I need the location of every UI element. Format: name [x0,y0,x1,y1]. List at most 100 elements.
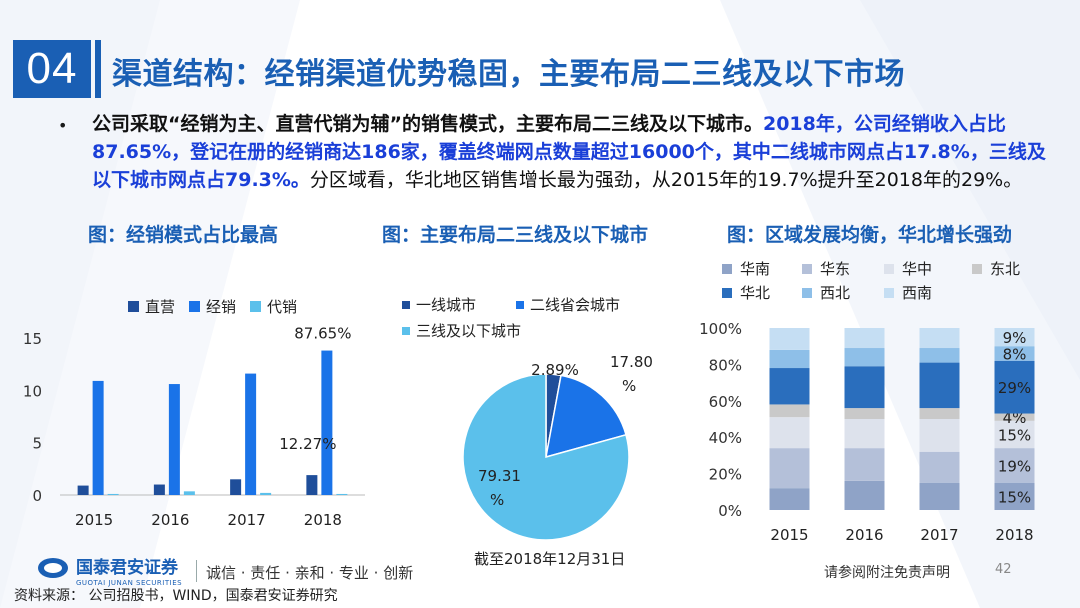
chart1-bar-2018-代销 [336,493,348,495]
legend-swatch-tier3 [402,326,410,335]
chart1-bar-2016-直营 [153,484,165,495]
chart3-legend-label: 西南 [902,284,933,302]
title-accent-bar [95,40,101,98]
chart2-slice-label: 2.89% [531,361,579,379]
chart2-slice-三线及以下城市 [462,373,630,541]
legend-swatch-direct [128,301,139,312]
chart3-bar-2017-华南 [919,482,960,510]
chart3-bar-2016-华北 [844,366,885,409]
chart3-bar-2018-华南 [994,482,1035,510]
chart3-bar-2017-东北 [919,408,960,419]
chart3-bar-2016-西北 [844,348,885,367]
chart3-legend-item: 华北 [722,282,770,303]
chart3-x-tick-label: 2015 [770,526,808,544]
chart3-legend-item: 西北 [802,282,850,303]
chart3-bar-2017-西南 [919,328,960,349]
legend-label-tier2: 二线省会城市 [530,296,621,314]
chart3-regional-stacked-bar-chart: 0%20%40%60%80%100%2015 2016 201715%19%15%4… [699,320,1035,544]
legend-swatch-distribution [189,301,201,312]
chart3-bar-2017-华北 [919,362,960,409]
chart2-slice-label: % [622,377,636,395]
legend-label-direct: 直营 [145,298,176,316]
chart3-bar-2017-华中 [919,419,960,452]
chart3-bar-2015-华南 [769,488,810,510]
chart3-legend-swatch [884,287,894,298]
chart1-x-tick-label: 2018 [304,511,342,529]
chart3-bar-2018-华北 [994,360,1035,414]
chart3-data-label: 8% [1003,345,1027,363]
chart3-bar-2018-东北 [994,413,1035,421]
chart3-data-label: 4% [1003,409,1027,427]
chart1-data-label: 12.27% [279,435,336,453]
chart3-x-tick-label: 2017 [920,526,958,544]
logo-text: 国泰君安证券 [76,557,178,578]
chart3-bar-2016-东北 [844,408,885,419]
chart3-bar-2015-西南 [769,328,810,350]
chart3-bar-2015-东北 [769,404,810,418]
chart3-data-label: 19% [998,457,1031,475]
chart2-date-note: 截至2018年12月31日 [474,550,626,568]
chart1-x-tick-label: 2015 [75,511,113,529]
chart3-y-tick-label: 40% [709,429,742,447]
chart3-legend-swatch [802,263,812,274]
summary-paragraph: 公司采取“经销为主、直营代销为辅”的销售模式，主要布局二三线及以下城市。2018… [92,110,1054,194]
chart3-data-label: 15% [998,426,1031,444]
chart1-data-label: 87.65% [294,325,351,343]
chart3-y-tick-label: 0% [718,502,742,520]
chart3-legend-label: 华东 [820,260,851,278]
chart1-x-tick-label: 2017 [228,511,266,529]
chart3-bar-2016-华中 [844,419,885,449]
legend-label-tier3: 三线及以下城市 [416,322,522,340]
chart3-y-tick-label: 100% [699,320,742,338]
chart1-bar-2015-代销 [107,493,119,495]
chart1-legend: 直营 经销 代销 [128,296,297,317]
chart2-slice-label: % [490,491,504,509]
chart3-y-tick-label: 20% [709,466,742,484]
company-logo: 国泰君安证券 [38,558,178,578]
chart2-city-tier-pie-chart: 2.89% 17.80% 79.31% [462,353,653,541]
chart3-bar-2016-华东 [844,448,885,481]
legend-label-consignment: 代销 [267,298,298,316]
chart3-y-tick-label: 80% [709,356,742,374]
chart3-legend-item: 西南 [884,282,932,303]
legend-label-tier1: 一线城市 [416,296,477,314]
disclaimer-note: 请参阅附注免责声明 [824,565,950,581]
chart1-bar-2015-经销 [92,380,104,495]
chart3-legend-item: 华南 [722,258,770,279]
chart1-bar-2018-经销 [321,350,333,495]
chart2-slice-label: 17.80 [610,353,653,371]
chart3-legend: 华南 华东 华中 东北华北 西北 西南 [722,258,1062,304]
chart3-legend-item: 华中 [884,258,932,279]
footer-divider [196,560,197,582]
chart2-caption: 图：主要布局二三线及以下城市 [382,224,649,246]
paragraph-segment-lead: 公司采取“经销为主、直营代销为辅”的销售模式，主要布局二三线及以下城市。 [92,113,763,135]
chart1-sales-mode-bar-chart: 0 5 10 15 2015 2016 2017 2018 87.65% 12.27% [23,325,365,529]
chart3-caption: 图：区域发展均衡，华北增长强劲 [727,224,1013,246]
chart3-data-label: 15% [998,488,1031,506]
chart1-bar-2017-经销 [245,373,257,495]
chart1-x-tick-label: 2016 [151,511,189,529]
chart3-bar-2015-华东 [769,448,810,489]
chart3-bar-2016-华南 [844,480,885,510]
chart3-data-label: 29% [998,379,1031,397]
chart1-y-tick-label: 0 [32,487,42,505]
legend-label-distribution: 经销 [206,298,237,316]
chart3-legend-label: 华北 [740,284,771,302]
chart2-slice-label: 79.31 [478,467,521,485]
chart3-data-label: 9% [1003,329,1027,347]
chart1-y-tick-label: 15 [23,330,42,348]
chart3-legend-swatch [884,263,894,274]
page-title: 渠道结构：经销渠道优势稳固，主要布局二三线及以下市场 [112,57,905,92]
chart1-bar-2017-代销 [260,492,272,495]
bullet-marker: • [58,116,68,135]
chart3-bar-2018-西南 [994,328,1035,347]
chart3-legend-item: 东北 [972,258,1020,279]
chart1-bar-2015-直营 [77,485,89,495]
chart3-x-tick-label: 2018 [995,526,1033,544]
chart1-bar-2016-代销 [183,491,195,495]
section-number: 04 [13,40,91,98]
chart3-legend-item: 华东 [802,258,850,279]
chart1-y-tick-label: 5 [32,435,42,453]
legend-swatch-tier1 [402,300,410,309]
chart1-bar-2018-直营 [306,475,318,495]
